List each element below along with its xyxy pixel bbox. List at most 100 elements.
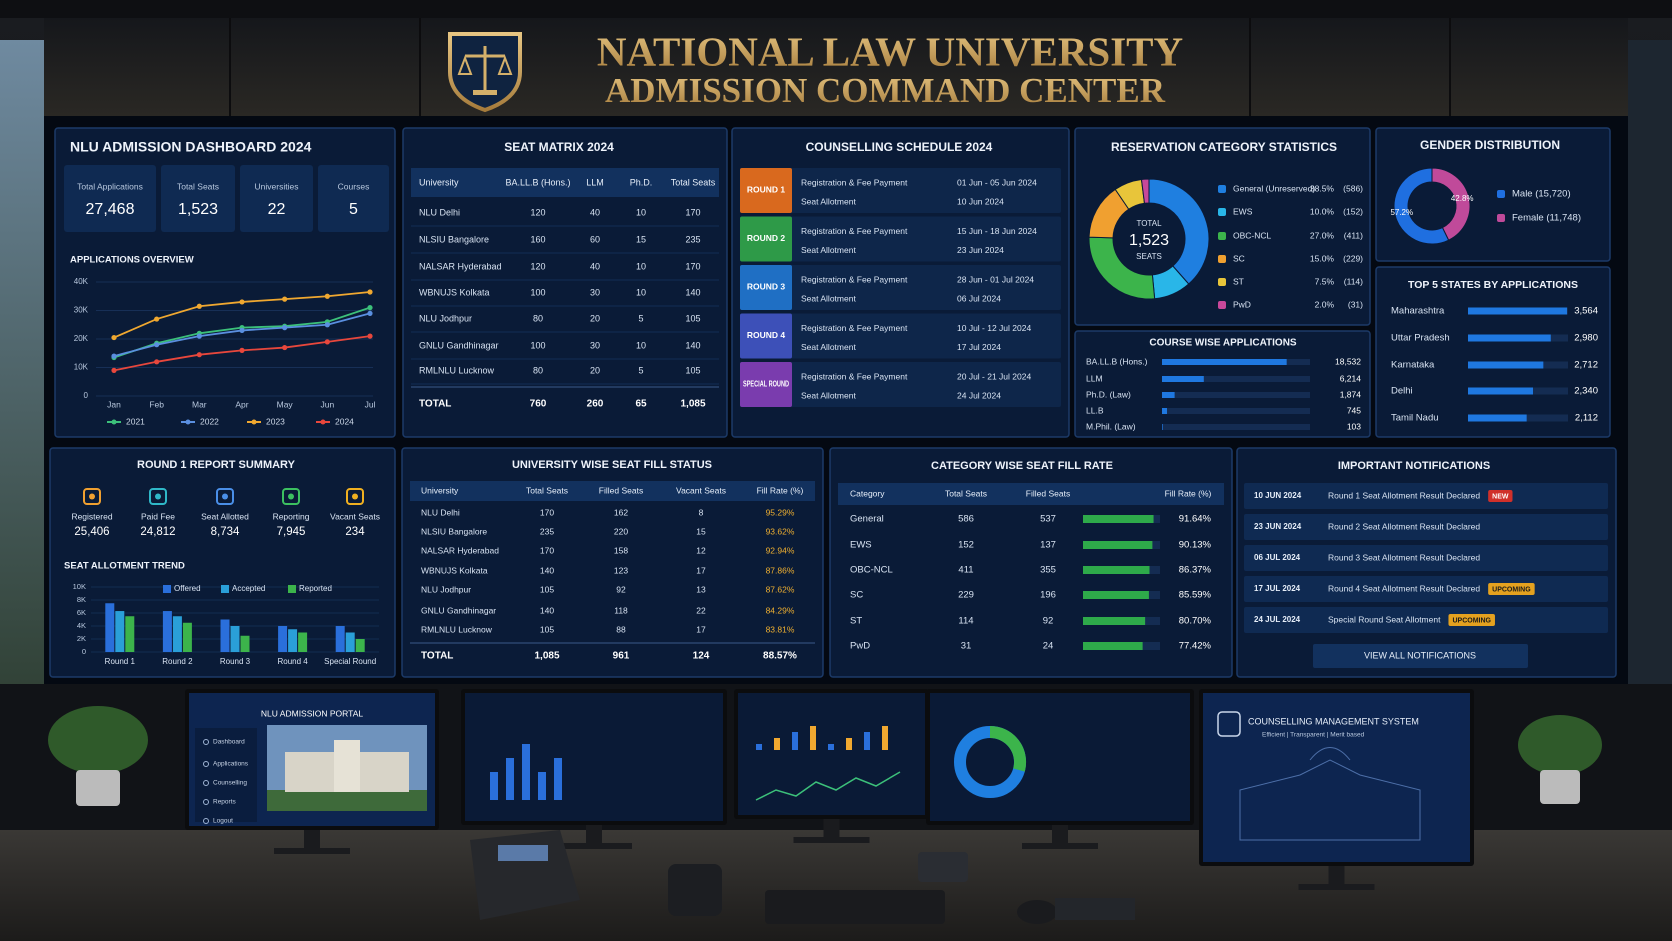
bar-track [1162, 408, 1310, 414]
badge-text: UPCOMING [1452, 617, 1491, 624]
panel-title: TOP 5 STATES BY APPLICATIONS [1408, 279, 1578, 291]
menu-item: Reports [213, 799, 237, 806]
line-point [282, 344, 288, 351]
legend-swatch [1218, 208, 1226, 216]
table-cell: GNLU Gandhinagar [421, 605, 496, 615]
table-cell: 235 [540, 526, 554, 536]
round-row [740, 362, 1061, 407]
table-cell: 80 [533, 365, 543, 375]
mini-bar [522, 744, 530, 800]
table-cell: NLU Delhi [421, 507, 460, 517]
bar [1162, 408, 1168, 414]
legend-dot [320, 419, 326, 425]
notification-row[interactable] [1244, 545, 1608, 571]
mini-donut-part [989, 725, 1027, 772]
bar [1083, 515, 1154, 523]
panel-title: UNIVERSITY WISE SEAT FILL STATUS [512, 459, 712, 471]
panel-title: RESERVATION CATEGORY STATISTICS [1111, 140, 1337, 154]
table-cell: 92 [1043, 616, 1054, 627]
table-cell: 537 [1040, 514, 1056, 525]
badge [1448, 614, 1495, 626]
notification-row[interactable] [1244, 607, 1608, 633]
monitor-screen [738, 693, 925, 815]
plants [48, 706, 1602, 806]
notification-row[interactable] [1244, 576, 1608, 602]
bar-track [1162, 424, 1310, 430]
legend-percent: 7.5% [1315, 276, 1335, 286]
line-point [282, 325, 288, 331]
table-cell: 105 [685, 365, 700, 375]
monitor-stand [304, 826, 320, 850]
bar-value: 745 [1347, 405, 1361, 415]
table-cell: 20 [590, 313, 600, 323]
summary-value: 25,406 [74, 526, 109, 538]
summary-icon-dot [89, 493, 95, 500]
fill-rate: 86.37% [1179, 565, 1212, 576]
monitor-screen [1203, 693, 1470, 862]
portal-sidebar [195, 728, 257, 822]
table-cell: 105 [540, 624, 554, 634]
donut-segment [1393, 167, 1450, 245]
table-cell: NALSAR Hyderabad [419, 261, 502, 271]
line-point [239, 327, 245, 334]
badge [1488, 490, 1513, 502]
bar [345, 632, 355, 652]
table-cell: 5 [638, 365, 643, 375]
bar-label: LLM [1086, 373, 1103, 383]
kpi-value: 5 [349, 201, 358, 218]
table-cell: 100 [530, 287, 545, 297]
legend-label: Accepted [232, 584, 265, 593]
table-cell: 105 [540, 584, 554, 594]
fill-rate: 85.59% [1179, 590, 1212, 601]
line-point [196, 352, 202, 358]
line-point [367, 310, 373, 316]
table-cell: 140 [685, 340, 700, 350]
notification-row[interactable] [1244, 483, 1608, 509]
x-tick-label: Special Round [324, 657, 376, 666]
button[interactable] [1313, 644, 1528, 668]
kpi-card [64, 165, 156, 232]
mini-bar [774, 738, 780, 750]
step-date: 28 Jun - 01 Jul 2024 [957, 274, 1034, 284]
legend-label: SC [1233, 253, 1245, 263]
table-cell: 5 [638, 313, 643, 323]
desk-items [470, 830, 1135, 924]
monitor-base [556, 843, 632, 849]
panel [1375, 266, 1611, 438]
bar [1468, 414, 1527, 422]
panel [402, 127, 728, 438]
table-cell: 123 [614, 565, 628, 575]
donut-caption: SEATS [1136, 252, 1162, 261]
summary-icon [216, 488, 234, 505]
kpi-value: 22 [268, 201, 286, 218]
round-row [740, 216, 1061, 262]
cms-building [1239, 747, 1421, 841]
table-cell: 40 [590, 207, 600, 217]
step-label: Seat Allotment [801, 390, 856, 400]
table-cell: NLSIU Bangalore [421, 526, 487, 536]
bar [1083, 566, 1150, 574]
table-cell: 92 [616, 584, 626, 594]
table-cell: SC [850, 590, 863, 601]
bar [1083, 541, 1153, 549]
monitors: NLU ADMISSION PORTAL Dashboard Application… [185, 689, 1474, 890]
column-header: Total Seats [945, 488, 987, 498]
kpi-card [240, 165, 313, 232]
dashboard-wall: NLU ADMISSION DASHBOARD 2024 Total Applic… [49, 127, 1617, 678]
mini-bar [554, 758, 562, 800]
kpi-value: 27,468 [86, 201, 135, 218]
kpi-value: 1,523 [178, 201, 218, 218]
bar [1083, 617, 1146, 625]
summary-label: Vacant Seats [330, 511, 380, 521]
round-name: SPECIAL ROUND [743, 378, 789, 388]
x-tick-label: Round 3 [220, 657, 251, 666]
panel-title: ROUND 1 REPORT SUMMARY [137, 459, 296, 471]
table-cell: 229 [958, 590, 974, 601]
summary-value: 8,734 [211, 526, 240, 538]
legend-swatch [1218, 185, 1226, 193]
bar [1083, 591, 1149, 599]
legend-swatch [1497, 190, 1505, 198]
notification-row[interactable] [1244, 514, 1608, 540]
round-row [740, 168, 1061, 213]
bar-value: 1,874 [1340, 389, 1362, 399]
